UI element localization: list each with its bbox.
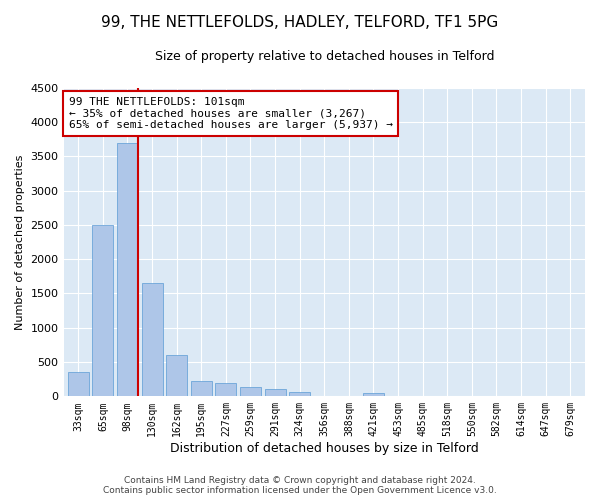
Bar — [215, 384, 236, 396]
Text: Contains HM Land Registry data © Crown copyright and database right 2024.
Contai: Contains HM Land Registry data © Crown c… — [103, 476, 497, 495]
Bar — [240, 388, 261, 396]
Bar — [363, 393, 384, 396]
Text: 99, THE NETTLEFOLDS, HADLEY, TELFORD, TF1 5PG: 99, THE NETTLEFOLDS, HADLEY, TELFORD, TF… — [101, 15, 499, 30]
Text: 99 THE NETTLEFOLDS: 101sqm
← 35% of detached houses are smaller (3,267)
65% of s: 99 THE NETTLEFOLDS: 101sqm ← 35% of deta… — [69, 97, 393, 130]
Bar — [92, 225, 113, 396]
Bar — [265, 390, 286, 396]
Title: Size of property relative to detached houses in Telford: Size of property relative to detached ho… — [155, 50, 494, 63]
Bar — [289, 392, 310, 396]
Bar — [191, 381, 212, 396]
Bar — [166, 355, 187, 397]
Bar — [117, 142, 138, 396]
Y-axis label: Number of detached properties: Number of detached properties — [15, 154, 25, 330]
X-axis label: Distribution of detached houses by size in Telford: Distribution of detached houses by size … — [170, 442, 479, 455]
Bar — [68, 372, 89, 396]
Bar — [142, 283, 163, 397]
